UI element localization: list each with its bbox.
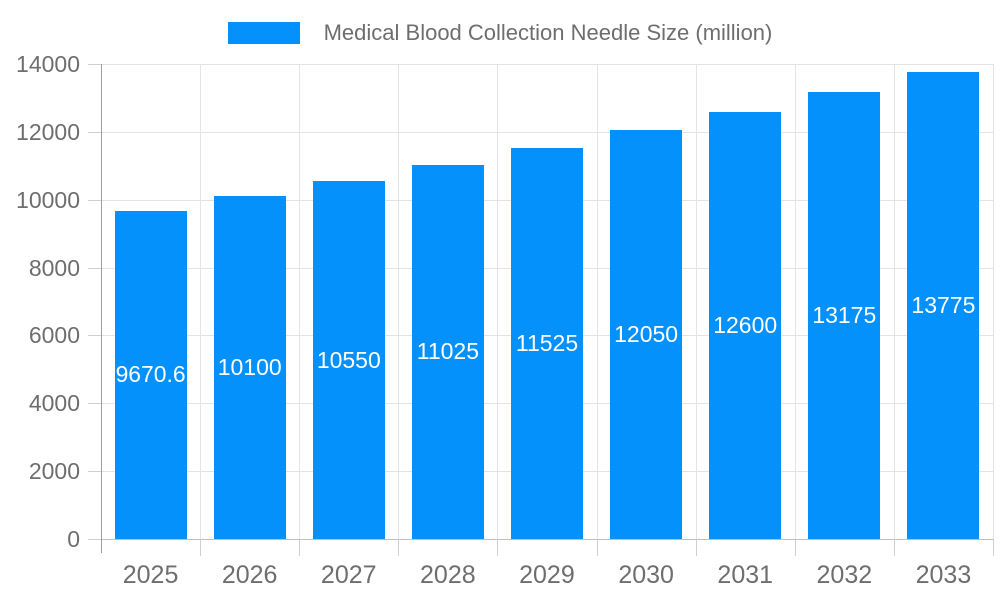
gridline-vertical	[894, 64, 895, 539]
y-axis-line	[101, 64, 102, 553]
chart-legend: Medical Blood Collection Needle Size (mi…	[0, 20, 1000, 45]
gridline-vertical	[696, 64, 697, 539]
gridline-vertical	[398, 64, 399, 539]
gridline-vertical	[597, 64, 598, 539]
gridline-horizontal	[101, 539, 993, 540]
x-axis-tick	[497, 539, 498, 556]
y-axis-tick-label: 0	[67, 526, 80, 552]
x-axis-tick	[398, 539, 399, 556]
bar-value-label: 12600	[713, 311, 778, 338]
y-axis-tick	[88, 64, 101, 65]
bar[interactable]: 10550	[312, 181, 385, 539]
x-axis-tick-label: 2028	[420, 561, 476, 589]
x-axis-tick	[894, 539, 895, 556]
bar[interactable]: 11025	[411, 164, 484, 539]
bar-value-label: 10550	[316, 346, 381, 373]
x-axis-tick	[696, 539, 697, 556]
bar-value-label: 11525	[515, 330, 579, 356]
bar-value-label: 13775	[911, 291, 976, 318]
x-axis-tick-label: 2030	[618, 561, 674, 589]
gridline-horizontal	[101, 132, 993, 133]
bar[interactable]: 13175	[808, 92, 881, 539]
bar-value-label: 9670.6	[115, 361, 186, 388]
y-axis-tick-label: 12000	[16, 119, 80, 145]
bar[interactable]: 12050	[610, 130, 683, 539]
y-axis-tick-label: 8000	[28, 255, 80, 281]
legend-swatch	[227, 22, 300, 44]
y-axis-tick-label: 2000	[28, 458, 80, 484]
x-axis-tick	[597, 539, 598, 556]
x-axis-tick-label: 2031	[717, 561, 774, 589]
bar-value-label: 13175	[812, 302, 877, 328]
legend-label: Medical Blood Collection Needle Size (mi…	[323, 20, 773, 45]
gridline-vertical	[993, 64, 994, 539]
y-axis-tick	[88, 539, 101, 540]
gridline-vertical	[299, 64, 300, 539]
bar[interactable]: 13775	[907, 71, 980, 539]
y-axis-tick-label: 14000	[16, 51, 80, 77]
x-axis-tick-label: 2025	[122, 561, 179, 589]
x-axis-tick	[993, 539, 994, 556]
y-axis-tick	[88, 200, 101, 201]
y-axis-tick-label: 4000	[28, 390, 80, 416]
gridline-vertical	[795, 64, 796, 539]
bar[interactable]: 10100	[213, 196, 286, 539]
y-axis-tick	[88, 132, 101, 133]
x-axis-tick-label: 2026	[221, 561, 278, 589]
bar-value-label: 10100	[217, 354, 282, 381]
x-axis-tick	[200, 539, 201, 556]
y-axis-tick	[88, 335, 101, 336]
y-axis-tick	[88, 471, 101, 472]
gridline-vertical	[497, 64, 498, 539]
x-axis-tick	[795, 539, 796, 556]
bar[interactable]: 9670.6	[114, 210, 187, 539]
gridline-vertical	[200, 64, 201, 539]
bar[interactable]: 11525	[511, 148, 583, 539]
gridline-horizontal	[101, 64, 993, 65]
y-axis-tick	[88, 403, 101, 404]
x-axis-tick-label: 2033	[915, 561, 972, 589]
x-axis-tick-label: 2032	[816, 561, 873, 589]
y-axis-tick-label: 6000	[28, 322, 80, 348]
y-axis-tick	[88, 268, 101, 269]
bar[interactable]: 12600	[709, 111, 782, 539]
x-axis-tick-label: 2029	[519, 561, 575, 589]
y-axis-tick-label: 10000	[16, 187, 80, 213]
bar-value-label: 12050	[614, 321, 679, 348]
x-axis-tick	[299, 539, 300, 556]
x-axis-tick-label: 2027	[320, 561, 377, 589]
bar-value-label: 11025	[416, 338, 480, 365]
